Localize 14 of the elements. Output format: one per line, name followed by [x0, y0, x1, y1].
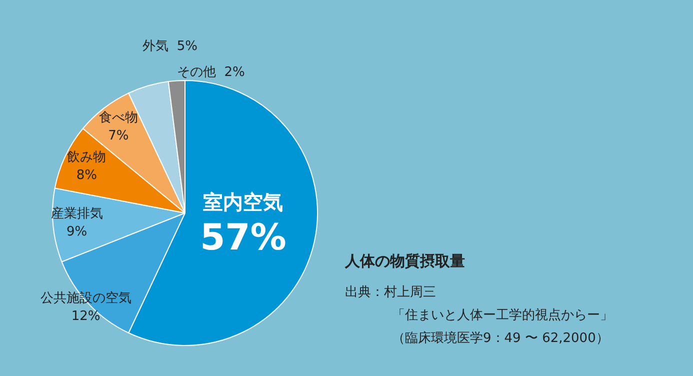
- slice-label: 飲み物: [67, 150, 106, 166]
- data-label: 12%: [71, 308, 100, 324]
- slice-label: その他 2%: [177, 64, 245, 80]
- text: （臨床環境医学9：49 〜 62,2000）: [392, 330, 609, 347]
- slice-label: 室内空気: [203, 190, 284, 214]
- text: 人体の物質摂取量: [345, 252, 465, 271]
- slice-label: 食べ物: [98, 110, 138, 126]
- data-label: 7%: [108, 128, 129, 144]
- data-label: 57%: [200, 217, 286, 258]
- source-note: 出典：村上周三: [345, 284, 436, 301]
- data-label: 9%: [66, 224, 88, 240]
- data-label: 8%: [76, 168, 98, 184]
- slice-label: 外気 5%: [142, 38, 198, 54]
- text: 「住まいと人体ー工学的視点からー」: [392, 307, 613, 324]
